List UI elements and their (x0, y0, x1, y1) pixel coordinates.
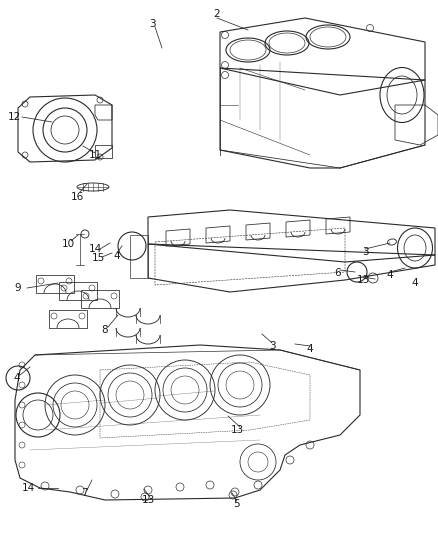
Text: 6: 6 (335, 268, 341, 278)
Text: 16: 16 (71, 192, 84, 202)
Text: 4: 4 (307, 344, 313, 354)
Text: 10: 10 (61, 239, 74, 249)
Text: 8: 8 (102, 325, 108, 335)
Text: 2: 2 (214, 9, 220, 19)
Text: 13: 13 (357, 275, 370, 285)
Text: 3: 3 (362, 247, 368, 257)
Text: 4: 4 (412, 278, 418, 288)
Text: 3: 3 (148, 19, 155, 29)
Text: 4: 4 (387, 270, 393, 280)
Text: 9: 9 (15, 283, 21, 293)
Text: 4: 4 (114, 251, 120, 261)
Text: 12: 12 (7, 112, 21, 122)
Text: 11: 11 (88, 150, 102, 160)
Text: 7: 7 (81, 488, 87, 498)
Text: 13: 13 (141, 495, 155, 505)
Text: 15: 15 (92, 253, 105, 263)
Text: 14: 14 (88, 244, 102, 254)
Text: 14: 14 (21, 483, 35, 493)
Text: 3: 3 (268, 341, 276, 351)
Text: 5: 5 (234, 499, 240, 509)
Text: 4: 4 (14, 373, 20, 383)
Text: 13: 13 (230, 425, 244, 435)
